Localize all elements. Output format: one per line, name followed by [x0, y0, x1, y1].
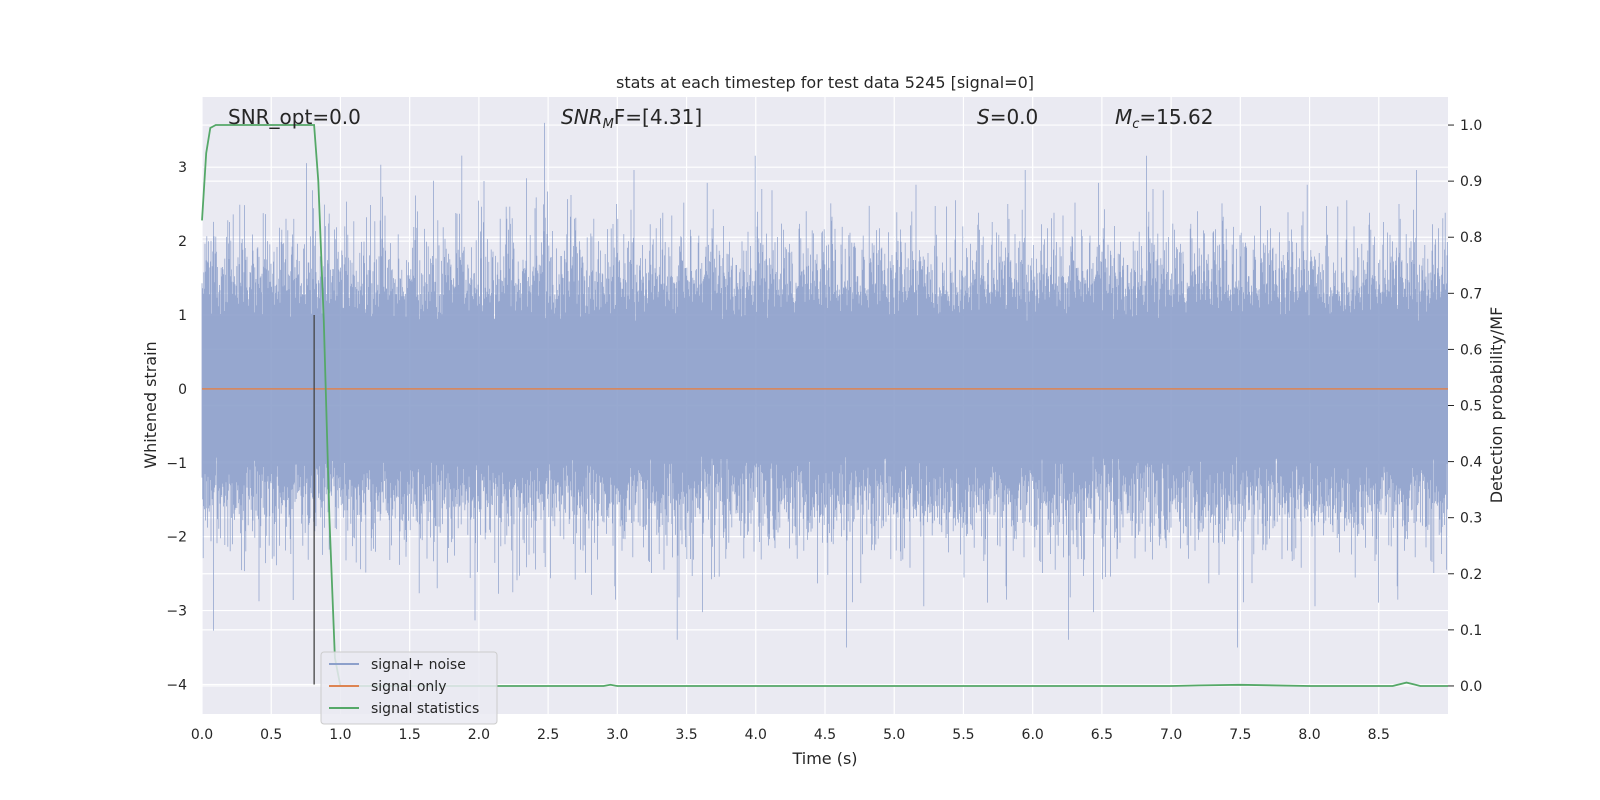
- legend-label-signal-statistics: signal statistics: [371, 701, 479, 717]
- legend-box: [320, 651, 498, 725]
- x-tick-label: 4.5: [814, 727, 836, 743]
- y-tick-label-left: −3: [166, 604, 187, 620]
- y-tick-label-right: 0.1: [1460, 623, 1482, 639]
- x-tick-label: 8.5: [1368, 727, 1390, 743]
- annotation-mc: Mc=15.62: [1115, 105, 1213, 132]
- legend-label-signal-only: signal only: [371, 679, 446, 695]
- y-tick-label-right: 0.5: [1460, 399, 1482, 415]
- y-tick-label-left: 0: [178, 382, 187, 398]
- x-tick-label: 7.5: [1229, 727, 1251, 743]
- x-ticks: 0.0 0.5 1.0 1.5 2.0 2.5 3.0 3.5 4.0 4.5 5.0 5.5 6.0 6…: [191, 727, 1390, 743]
- x-tick-label: 6.5: [1091, 727, 1113, 743]
- y-tick-label-right: 0.3: [1460, 511, 1482, 527]
- x-tick-label: 2.0: [468, 727, 490, 743]
- y-ticks-right: 1.0 0.9 0.8 0.7 0.6 0.5 0.4 0.3 0.2 0.1 0.0: [1448, 118, 1482, 695]
- y-tick-label-left: 3: [178, 160, 187, 176]
- y-tick-label-right: 0.6: [1460, 342, 1482, 358]
- y-tick-label-right: 1.0: [1460, 118, 1482, 134]
- y-tick-label-left: −2: [166, 530, 187, 546]
- x-tick-label: 3.5: [675, 727, 697, 743]
- y-tick-label-left: 2: [178, 234, 187, 250]
- y-tick-label-left: −1: [166, 456, 187, 472]
- y-tick-label-right: 0.4: [1460, 455, 1482, 471]
- y-tick-label-right: 0.9: [1460, 174, 1482, 190]
- chart-title: stats at each timestep for test data 524…: [616, 73, 1034, 92]
- y-tick-label-right: 0.2: [1460, 567, 1482, 583]
- x-tick-label: 8.0: [1298, 727, 1320, 743]
- y-tick-label-left: 1: [178, 308, 187, 324]
- x-tick-label: 3.0: [606, 727, 628, 743]
- x-tick-label: 1.5: [399, 727, 421, 743]
- x-tick-label: 4.0: [745, 727, 767, 743]
- y-axis-right-label: Detection probability/MF: [1487, 307, 1506, 504]
- y-tick-label-right: 0.7: [1460, 286, 1482, 302]
- legend: signal+ noise signal only signal statist…: [320, 651, 498, 725]
- x-tick-label: 1.0: [329, 727, 351, 743]
- x-tick-label: 6.0: [1022, 727, 1044, 743]
- legend-label-signal-noise: signal+ noise: [371, 657, 466, 673]
- y-tick-label-right: 0.8: [1460, 230, 1482, 246]
- annotation-s: S=0.0: [977, 105, 1038, 129]
- x-tick-label: 5.5: [952, 727, 974, 743]
- annotation-snr-opt: SNR_opt=0.0: [228, 105, 361, 129]
- x-tick-label: 5.0: [883, 727, 905, 743]
- y-tick-label-right: 0.0: [1460, 679, 1482, 695]
- y-tick-label-left: −4: [166, 677, 187, 693]
- series-signal-noise: [201, 122, 1448, 648]
- y-axis-left-label: Whitened strain: [141, 341, 160, 468]
- x-tick-label: 0.5: [260, 727, 282, 743]
- x-tick-label: 7.0: [1160, 727, 1182, 743]
- x-tick-label: 2.5: [537, 727, 559, 743]
- y-ticks-left: 3 2 1 0 −1 −2 −3 −4: [166, 160, 187, 693]
- annotation-snr-mf: SNRMF=[4.31]: [561, 105, 702, 132]
- x-tick-label: 0.0: [191, 727, 213, 743]
- x-axis-label: Time (s): [791, 749, 857, 768]
- noise-trace: [201, 122, 1448, 648]
